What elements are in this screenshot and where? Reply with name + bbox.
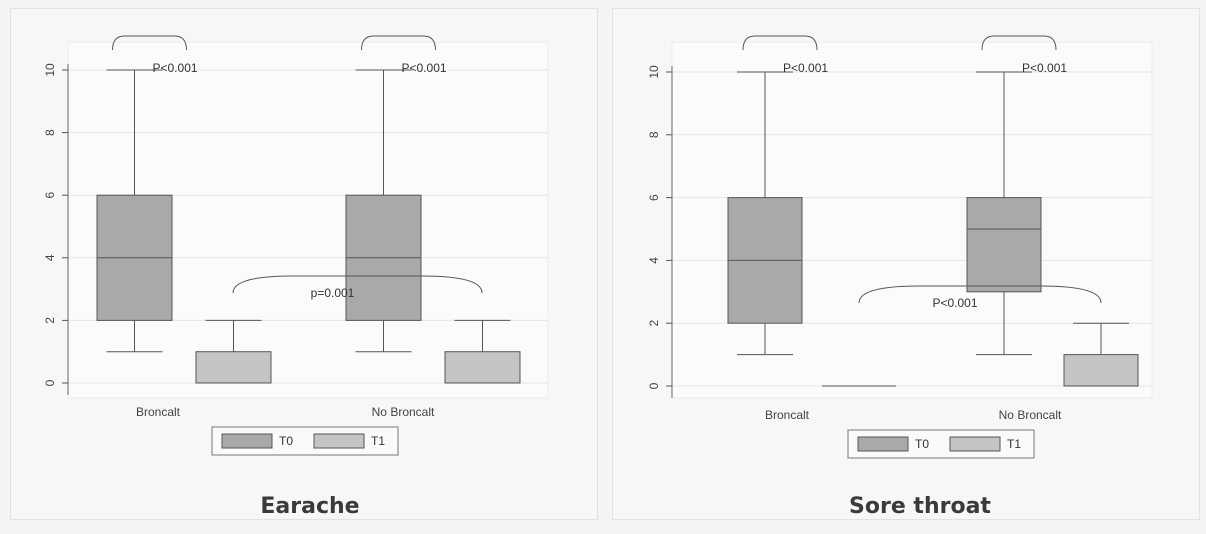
box-rect (195, 351, 272, 384)
legend: T0 T1 (847, 429, 1035, 459)
within-bracket (112, 35, 187, 51)
legend-swatch (949, 436, 1001, 452)
y-tick-label: 0 (43, 379, 57, 386)
legend: T0 T1 (211, 426, 399, 456)
y-tick-label: 2 (43, 317, 57, 324)
y-tick-label: 4 (647, 257, 661, 264)
y-tick-label: 8 (43, 129, 57, 136)
p-value-label: P<0.001 (402, 61, 447, 75)
between-p-value-label: p=0.001 (311, 286, 355, 300)
legend-swatch (857, 436, 909, 452)
legend-label: T1 (1007, 437, 1021, 451)
between-p-value-label: P<0.001 (932, 296, 977, 310)
box-t0-1 (345, 69, 422, 353)
category-label: No Broncalt (999, 408, 1062, 422)
legend-swatch (313, 433, 365, 449)
box-rect (966, 197, 1042, 293)
p-value-label: P<0.001 (1022, 61, 1067, 75)
box-t0-0 (96, 69, 173, 353)
y-tick-label: 10 (43, 63, 57, 77)
sore-throat-caption: Sore throat (849, 494, 991, 519)
legend-swatch (221, 433, 273, 449)
box-rect (444, 351, 521, 384)
category-label: Broncalt (765, 408, 810, 422)
box-t1-1 (444, 319, 521, 384)
box-rect (1063, 354, 1139, 387)
y-tick-label: 6 (647, 194, 661, 201)
y-tick-label: 8 (647, 131, 661, 138)
p-value-label: P<0.001 (153, 61, 198, 75)
earache-caption: Earache (260, 494, 360, 519)
category-label: Broncalt (136, 405, 181, 419)
between-bracket (858, 285, 1102, 304)
box-t1-1 (1063, 322, 1139, 387)
p-value-label: P<0.001 (783, 61, 828, 75)
legend-label: T0 (915, 437, 929, 451)
legend-label: T1 (371, 434, 385, 448)
within-bracket (361, 35, 436, 51)
y-tick-label: 2 (647, 320, 661, 327)
box-t0-0 (727, 71, 803, 356)
within-bracket (742, 35, 818, 51)
legend-label: T0 (279, 434, 293, 448)
sore-throat-chart: 0 2 4 6 8 10 Broncalt No Broncalt P<0.001 P<0.001… (647, 35, 1153, 459)
between-bracket (232, 275, 483, 294)
box-t1-0 (195, 319, 272, 384)
y-tick-label: 10 (647, 65, 661, 79)
y-tick-label: 6 (43, 192, 57, 199)
box-t0-1 (966, 71, 1042, 356)
category-label: No Broncalt (372, 405, 435, 419)
y-tick-label: 0 (647, 382, 661, 389)
y-tick-label: 4 (43, 254, 57, 261)
within-bracket (981, 35, 1057, 51)
earache-chart: 0 2 4 6 8 10 Broncalt No Broncalt P<0.001 P<0.001… (43, 35, 549, 456)
